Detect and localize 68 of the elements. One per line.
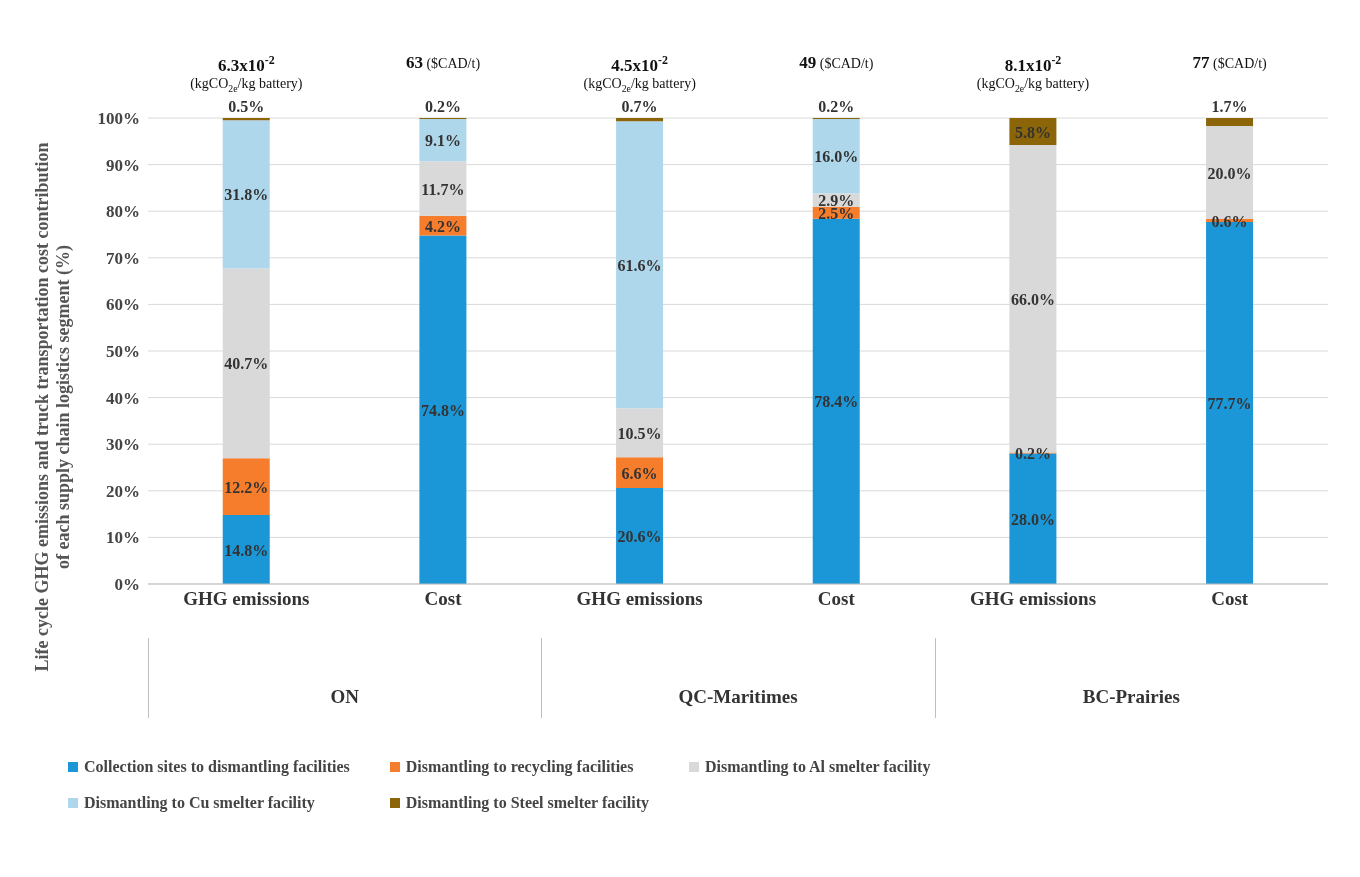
y-tick-label: 80% [106,202,140,222]
x-tick-label: GHG emissions [183,588,310,610]
data-label: 61.6% [617,256,662,274]
text: 6.3x10$^{-2}$ (kgCO$_{2e}$/kg battery) [190,53,303,94]
legend-label: Dismantling to Al smelter facility [704,758,931,776]
text: BC-Prairies [1081,686,1181,708]
data-label: 4.2% [424,217,461,235]
x-tick-label: Cost [424,588,463,610]
y-tick-label: 70% [106,248,140,268]
y-tick-label: 60% [106,295,140,315]
bar [1206,118,1254,126]
y-tick-label: 30% [106,435,140,455]
legend-label: Dismantling to Cu smelter facility [83,794,316,812]
bar [812,218,860,584]
bar [222,458,270,516]
data-label: 74.8% [420,401,465,419]
data-label: 10.5% [617,424,662,442]
y-tick-label: 20% [106,481,140,501]
text: 77 ($CAD/t) [1192,53,1267,72]
x-tick-label: GHG emissions [969,588,1097,610]
data-label: 0.7% [621,98,658,115]
y-tick-label: 50% [106,342,140,362]
data-label: 66.0% [1010,290,1055,308]
legend-label: Collection sites to dismantling facilities [83,758,350,776]
text: 4.5x10$^{-2}$ (kgCO$_{2e}$/kg battery) [583,53,696,94]
data-label: 28.0% [1010,510,1055,528]
text: 63 ($CAD/t) [405,53,481,72]
data-label: 0.6% [1211,212,1248,230]
data-label: 0.2% [424,98,461,115]
data-label: 40.7% [224,355,269,373]
y-tick-label: 10% [106,528,140,548]
x-tick-label: GHG emissions [576,588,703,610]
data-label: 12.2% [224,478,269,496]
bar [222,120,270,269]
data-label: 14.8% [224,541,269,559]
y-tick-label: 40% [106,388,140,408]
bar [616,118,664,122]
bar [222,515,270,584]
text: ON [329,686,360,708]
data-label: 20.0% [1207,164,1252,182]
legend-label: Dismantling to Steel smelter facility [404,794,649,812]
data-label: 6.6% [621,464,658,482]
data-label: 16.0% [814,148,859,166]
data-label: 78.4% [814,393,859,411]
y-axis-title: Life cycle GHG emissions and truck transportation cost contribution of each supply chain logistics segment (%) [32,141,74,674]
y-tick-label: 100% [97,109,140,129]
data-label: 9.1% [424,132,461,150]
bar [419,235,467,584]
y-tick-label: 90% [106,155,140,175]
x-tick-label: Cost [1211,588,1249,610]
bar [812,118,860,194]
data-label: 77.7% [1207,394,1252,412]
text: QC-Maritimes [677,686,799,708]
data-label: 0.2% [818,98,855,115]
data-label: 0.5% [228,98,265,115]
data-label: 31.8% [224,186,269,204]
text: 49 ($CAD/t) [799,53,874,72]
text: 8.1x10$^{-2}$ (kgCO$_{2e}$/kg battery) [976,53,1090,94]
bar [419,118,467,162]
data-label: 11.7% [421,180,465,198]
data-label: 5.8% [1014,123,1051,141]
bar [616,121,664,409]
data-label: 1.7% [1211,98,1248,115]
x-tick-label: Cost [817,588,856,610]
legend-label: Dismantling to recycling facilities [404,758,635,776]
y-tick-label: 0% [114,575,140,595]
data-label: 20.6% [617,528,662,545]
bar [616,488,664,584]
